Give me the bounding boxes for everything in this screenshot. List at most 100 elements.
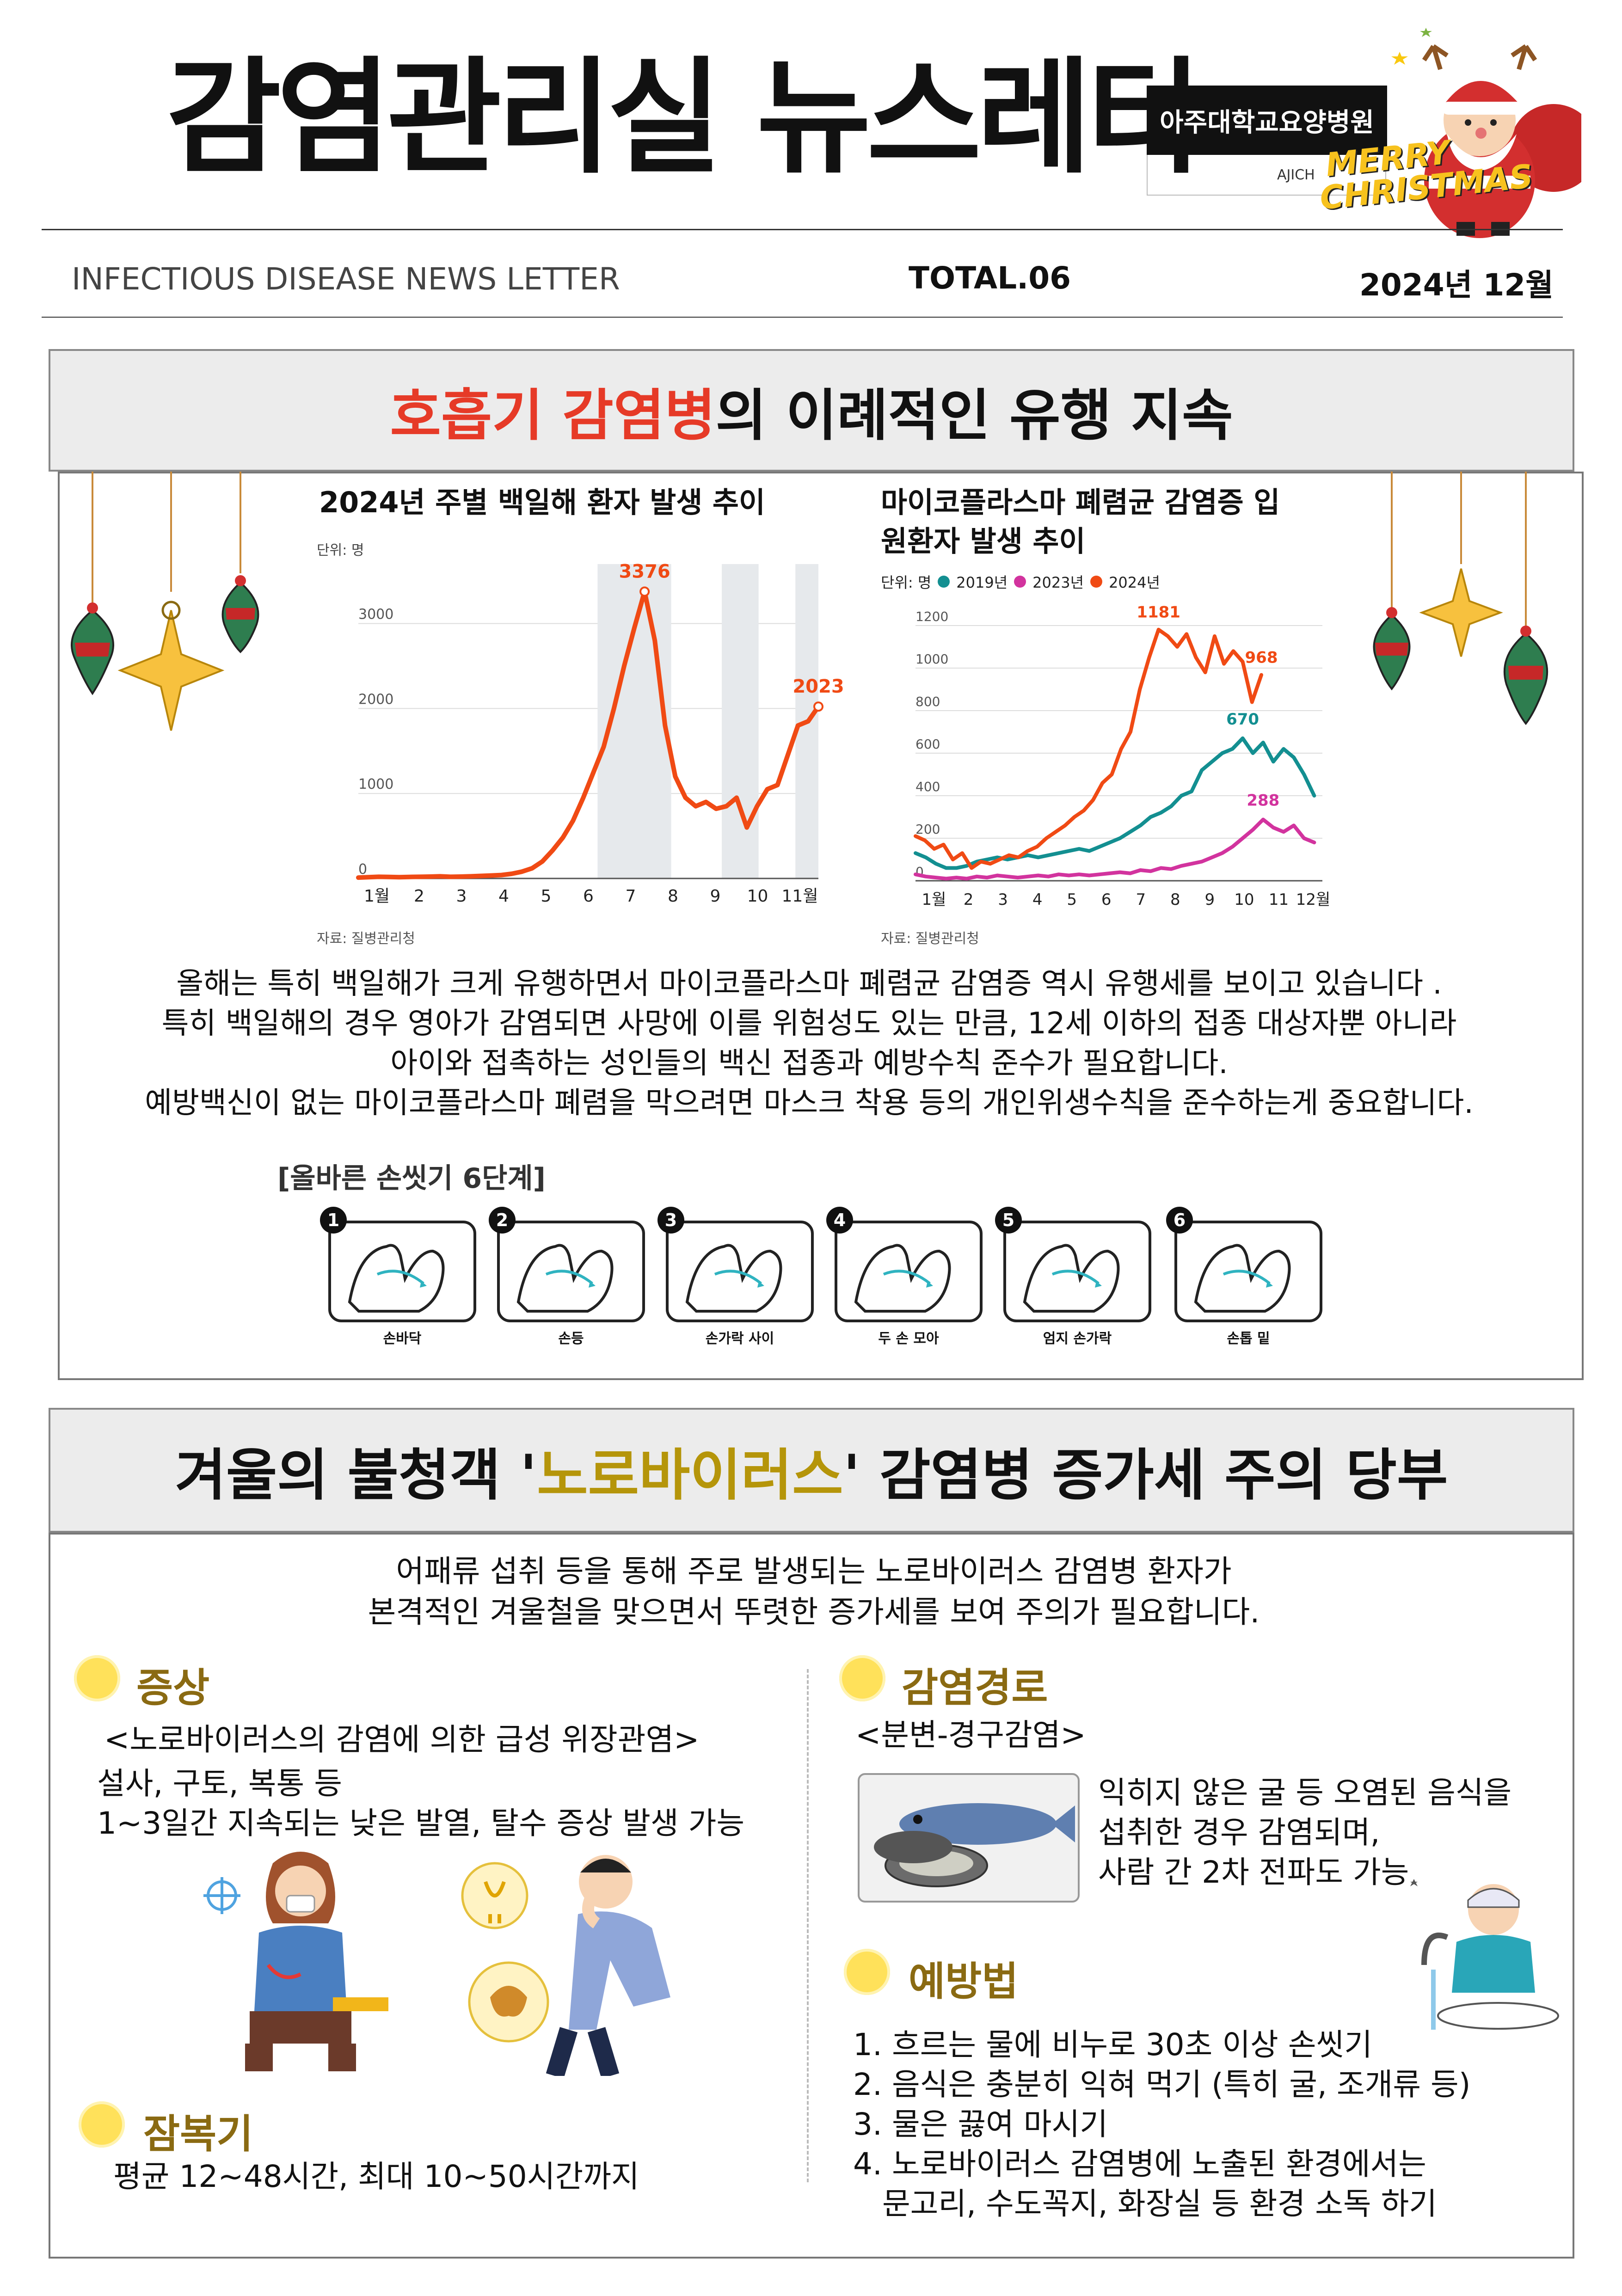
newsletter-title: 감염관리실 뉴스레터 [166,45,1202,190]
route-line: 사람 간 2차 전파도 가능 [1098,1854,1409,1890]
y-tick-label: 0 [358,861,367,878]
section1-heading: 호흡기 감염병 의 이례적인 유행 지속 [49,349,1574,472]
x-tick-label: 6 [583,887,594,906]
x-tick-label: 4 [498,887,509,906]
data-label: 3376 [619,561,670,583]
section1-heading-rest: 의 이례적인 유행 지속 [715,383,1233,448]
y-tick-label: 800 [915,694,940,709]
handwash-step-image [835,1221,983,1322]
y-tick-label: 3000 [358,607,393,623]
x-tick-label: 8 [668,887,678,906]
x-tick-label: 2 [414,887,424,906]
incubation-heading: 잠복기 [143,2111,253,2157]
handwashing-person-illustration [1410,1879,1559,2030]
data-label: 968 [1245,649,1278,667]
x-tick-label: 9 [1205,890,1215,909]
handwash-step-number: 5 [995,1207,1022,1234]
handwash-step-number: 6 [1166,1207,1193,1234]
symptoms-line: 1~3일간 지속되는 낮은 발열, 탈수 증상 발생 가능 [97,1805,745,1841]
section2-heading: 겨울의 불청객 ' 노로바이러스 ' 감염병 증가세 주의 당부 [49,1408,1574,1533]
hospital-name: 아주대학교요양병원 [1147,86,1387,155]
series-line [356,589,821,880]
data-label: 670 [1226,710,1259,729]
handwash-step-image [328,1221,476,1322]
prevention-item: 3. 물은 끓여 마시기 [853,2106,1108,2142]
y-tick-label: 2000 [358,691,393,707]
legend-dot-2024 [1090,576,1103,588]
handwash-step-number: 2 [489,1207,516,1234]
intro-line: 어패류 섭취 등을 통해 주로 발생되는 노로바이러스 감염병 환자가 [396,1553,1232,1589]
ornaments-left [71,472,259,731]
data-label: 288 [1247,792,1279,810]
hands-icon [854,1244,951,1313]
handwash-step-number: 4 [826,1207,853,1234]
x-tick-label: 3 [456,887,467,906]
data-label: 2023 [793,676,844,697]
handwash-step-image [1174,1221,1322,1322]
header-bottom-rule [42,317,1563,318]
handwash-step-label: 엄지 손가락 [1043,1331,1112,1347]
prevention-item: 1. 흐르는 물에 비누로 30초 이상 손씻기 [853,2027,1372,2063]
section2-intro: 어패류 섭취 등을 통해 주로 발생되는 노로바이러스 감염병 환자가 본격적인… [65,1551,1563,1633]
x-tick-label: 11월 [782,887,818,906]
handwash-step-label: 손가락 사이 [705,1331,774,1347]
y-tick-label: 200 [915,822,940,837]
symptoms-line: 설사, 구토, 복통 등 [97,1766,342,1801]
section2-heading-highlight: 노로바이러스 [537,1443,843,1508]
handwash-title: [올바른 손씻기 6단계] [277,1162,546,1195]
prevention-list: 1. 흐르는 물에 비누로 30초 이상 손씻기 2. 음식은 충분히 익혀 먹… [853,2025,1471,2224]
x-tick-label: 3 [998,890,1008,909]
x-tick-label: 10 [747,887,768,906]
handwash-step-label: 두 손 모아 [878,1331,939,1347]
prevention-bullet-icon [844,1949,890,1995]
hands-icon [1023,1244,1120,1313]
month-band [722,564,759,878]
route-text: 익히지 않은 굴 등 오염된 음식을 섭취한 경우 감염되며, 사람 간 2차 … [1098,1773,1511,1892]
hands-icon [348,1244,445,1313]
y-tick-label: 1000 [915,651,948,667]
section1-heading-highlight: 호흡기 감염병 [390,383,716,448]
handwash-step-label: 손바닥 [383,1331,422,1347]
chart2-unit: 단위: 명 [881,574,932,591]
ornaments-right [1373,472,1548,725]
series-line [914,817,1316,881]
chart1-source: 자료: 질병관리청 [317,931,415,947]
y-tick-label: 1200 [915,609,948,624]
peak-marker [639,586,650,597]
x-tick-label: 6 [1101,890,1112,909]
x-tick-label: 1월 [364,887,390,906]
hospital-abbr: AJICH [1147,155,1386,196]
column-divider [807,1669,809,2182]
y-tick-label: 1000 [358,776,393,792]
prevention-item: 문고리, 수도꼭지, 화장실 등 환경 소독 하기 [853,2186,1438,2222]
y-tick-label: 600 [915,737,940,752]
hands-icon [685,1244,782,1313]
chart2-legend: 단위: 명 2019년 2023년 2024년 [881,571,1160,592]
x-tick-label: 11 [1269,890,1289,909]
oyster-fish-illustration [858,1773,1080,1903]
symptoms-bullet-icon [74,1655,120,1701]
section2-heading-post: ' 감염병 증가세 주의 당부 [843,1443,1448,1508]
x-tick-label: 5 [1067,890,1077,909]
paragraph-line: 올해는 특히 백일해가 크게 유행하면서 마이코플라스마 폐렴균 감염증 역시 … [176,967,1442,1001]
prevention-item: 2. 음식은 충분히 익혀 먹기 (특히 굴, 조개류 등) [853,2067,1471,2102]
handwash-step-number: 1 [320,1207,347,1234]
incubation-text: 평균 12~48시간, 최대 10~50시간까지 [113,2159,639,2194]
x-tick-label: 4 [1032,890,1043,909]
chart1-unit: 단위: 명 [317,542,364,559]
legend-label-2024: 2024년 [1109,574,1160,591]
prevention-item: 4. 노로바이러스 감염병에 노출된 환경에서는 [853,2146,1426,2182]
section1-body [58,472,1584,1380]
route-bullet-icon [839,1655,885,1701]
prevention-heading: 예방법 [909,1958,1019,2005]
x-tick-label: 9 [710,887,721,906]
sick-woman-illustration [203,1852,388,2071]
paragraph-line: 예방백신이 없는 마이코플라스마 폐렴을 막으려면 마스크 착용 등의 개인위생… [145,1086,1474,1120]
handwash-step-image [1003,1221,1151,1322]
handwash-step-label: 손톱 밑 [1227,1331,1270,1347]
x-tick-label: 1월 [922,890,946,909]
hands-icon [1194,1244,1291,1313]
x-tick-label: 8 [1170,890,1180,909]
intro-line: 본격적인 겨울철을 맞으면서 뚜렷한 증가세를 보여 주의가 필요합니다. [368,1594,1260,1630]
